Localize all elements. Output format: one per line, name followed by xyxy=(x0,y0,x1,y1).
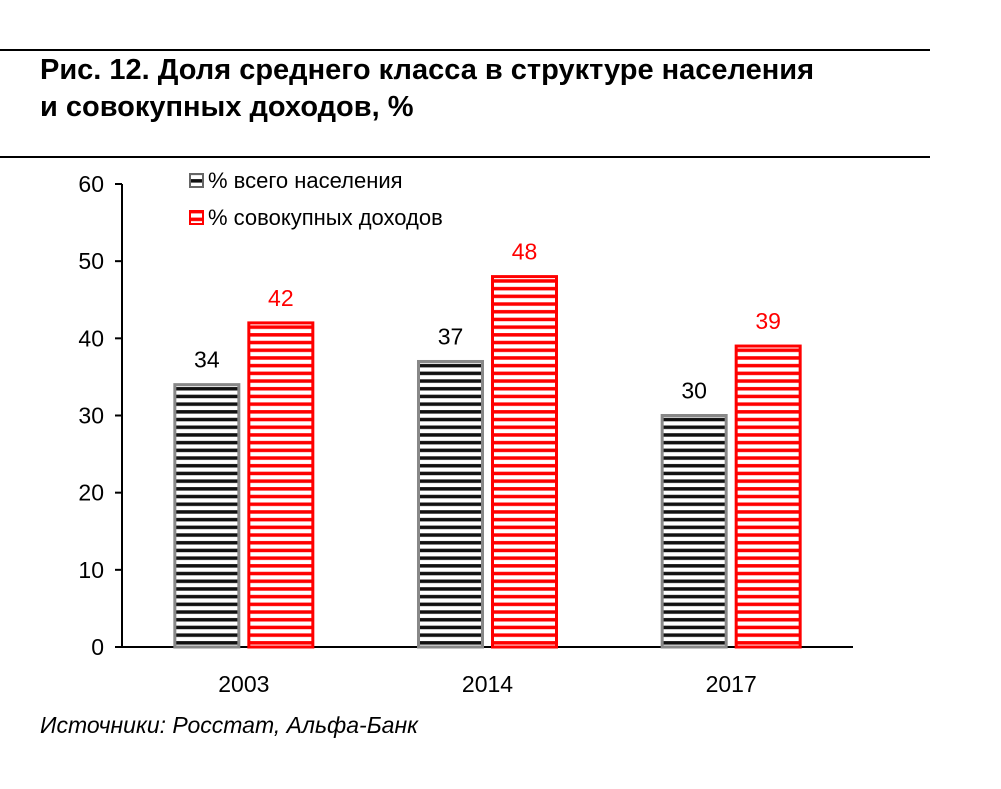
data-label: 37 xyxy=(438,323,464,349)
figure-title: Рис. 12. Доля среднего класса в структур… xyxy=(40,52,940,126)
title-line-1: Рис. 12. Доля среднего класса в структур… xyxy=(40,54,814,86)
data-label: 48 xyxy=(512,239,538,265)
data-label: 34 xyxy=(194,347,220,373)
bar-population-2014 xyxy=(417,359,484,649)
bar-population-2003 xyxy=(173,383,241,649)
data-label: 39 xyxy=(755,308,781,334)
y-tick-label: 40 xyxy=(78,325,104,351)
y-tick-label: 30 xyxy=(78,403,104,429)
bar-income-2017 xyxy=(734,344,802,649)
y-tick-label: 20 xyxy=(78,480,104,506)
x-tick-label: 2003 xyxy=(218,671,269,697)
legend-swatch xyxy=(189,210,204,225)
y-tick-label: 60 xyxy=(78,171,104,197)
legend-label: % всего населения xyxy=(208,168,403,193)
top-rule xyxy=(0,49,930,51)
x-tick-label: 2017 xyxy=(706,671,757,697)
data-label: 30 xyxy=(681,378,707,404)
y-tick-label: 50 xyxy=(78,248,104,274)
x-tick-label: 2014 xyxy=(462,671,513,697)
source-note: Источники: Росстат, Альфа-Банк xyxy=(40,712,418,738)
y-tick-label: 10 xyxy=(78,557,104,583)
bar-income-2014 xyxy=(491,275,558,649)
bar-income-2003 xyxy=(247,321,315,649)
title-bottom-rule xyxy=(0,156,930,158)
legend-label: % совокупных доходов xyxy=(208,205,443,230)
data-label: 42 xyxy=(268,285,294,311)
y-tick-label: 0 xyxy=(91,634,104,660)
legend-swatch xyxy=(189,173,204,188)
title-line-2: и совокупных доходов, % xyxy=(40,91,414,123)
bar-population-2017 xyxy=(660,414,728,649)
